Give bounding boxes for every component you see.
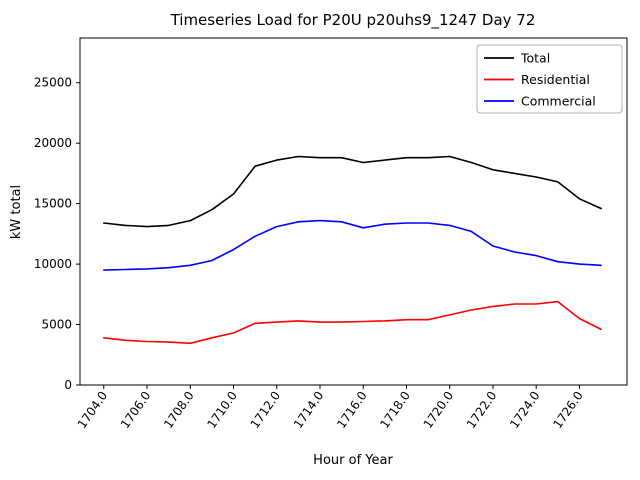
y-tick-label: 25000 <box>34 76 72 90</box>
x-tick-label: 1708.0 <box>161 389 197 431</box>
series-line-residential <box>103 300 602 345</box>
y-tick-label: 15000 <box>34 197 72 211</box>
x-tick-label: 1706.0 <box>118 389 154 431</box>
y-tick-label: 10000 <box>34 257 72 271</box>
x-tick-label: 1716.0 <box>334 389 370 431</box>
x-axis-label: Hour of Year <box>313 453 393 468</box>
x-tick-label: 1724.0 <box>507 389 543 431</box>
y-axis-label: kW total <box>9 185 24 239</box>
x-tick-label: 1720.0 <box>421 389 457 431</box>
series-line-total <box>103 155 602 228</box>
legend-box <box>476 44 623 114</box>
y-tick-label: 5000 <box>41 318 72 332</box>
legend-label-residential: Residential <box>521 72 590 87</box>
x-tick-label: 1722.0 <box>464 389 500 431</box>
x-tick-label: 1712.0 <box>248 389 284 431</box>
x-tick-label: 1704.0 <box>75 389 111 431</box>
x-tick-label: 1714.0 <box>291 389 327 431</box>
chart-title: Timeseries Load for P20U p20uhs9_1247 Da… <box>170 11 536 30</box>
plot-area: 1704.0 1706.0 1708.0 1710.0 1712.0 1714.0 1716… <box>34 37 628 431</box>
y-tick-label: 20000 <box>34 136 72 150</box>
axes-frame <box>79 37 628 386</box>
x-tick-label: 1718.0 <box>377 389 413 431</box>
x-tick-label: 1726.0 <box>550 389 586 431</box>
y-tick-label: 0 <box>64 378 72 392</box>
series-line-commercial <box>103 219 602 271</box>
legend-label-total: Total <box>520 51 550 66</box>
legend-label-commercial: Commercial <box>521 94 596 109</box>
x-tick-label: 1710.0 <box>204 389 240 431</box>
